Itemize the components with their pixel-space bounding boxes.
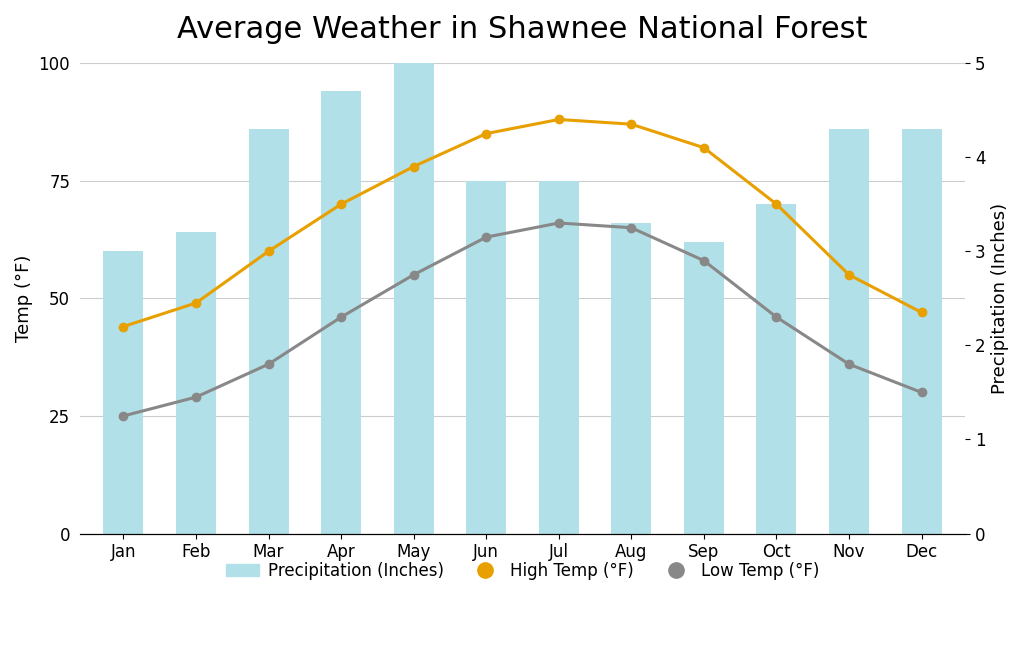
Y-axis label: Precipitation (Inches): Precipitation (Inches) <box>991 202 1009 394</box>
Bar <box>393 63 433 534</box>
Bar <box>757 204 797 534</box>
Bar <box>249 129 289 534</box>
Y-axis label: Temp (°F): Temp (°F) <box>15 255 33 342</box>
Bar <box>176 232 216 534</box>
Bar <box>901 129 941 534</box>
Title: Average Weather in Shawnee National Forest: Average Weather in Shawnee National Fore… <box>177 15 867 44</box>
Bar <box>539 180 579 534</box>
Bar <box>611 223 651 534</box>
Bar <box>466 180 506 534</box>
Bar <box>103 251 143 534</box>
Legend: Precipitation (Inches), High Temp (°F), Low Temp (°F): Precipitation (Inches), High Temp (°F), … <box>219 555 825 587</box>
Bar <box>684 242 724 534</box>
Bar <box>322 91 361 534</box>
Bar <box>829 129 869 534</box>
